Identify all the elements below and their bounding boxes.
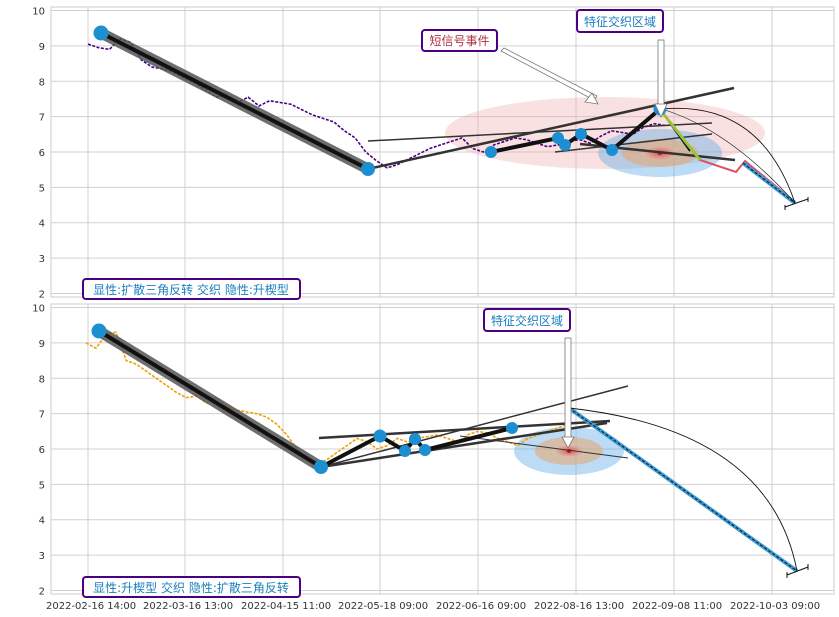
y-tick-label: 2 [39,586,45,597]
y-tick-label: 6 [39,445,45,456]
top-annotation-short-signal: 短信号事件 [421,29,599,105]
top-upper-trendline [367,86,735,171]
short-signal-arrow-head [584,92,599,105]
x-tick-label: 2022-05-18 09:00 [338,601,428,612]
y-tick-label: 2 [39,289,45,300]
bottom-keypoint [419,444,431,456]
top-keypoint [606,144,618,156]
top-end-bracket [784,198,809,208]
y-tick-label: 9 [39,42,45,53]
x-tick-label: 2022-02-16 14:00 [46,601,136,612]
bottom-keypoint [373,429,387,443]
y-tick-label: 10 [32,304,45,315]
bottom-projection-arc [568,407,798,572]
y-tick-label: 5 [39,183,45,194]
bottom-x-ticks: 2022-02-16 14:00 2022-03-16 13:00 2022-04-… [46,601,820,612]
bottom-pattern-label-box [82,576,301,598]
y-tick-label: 4 [39,516,45,527]
bottom-keypoint [314,460,328,474]
bottom-feature-zone-label: 特征交织区域 [491,313,563,328]
top-flat-trendline [367,122,713,142]
x-tick-label: 2022-04-15 11:00 [241,601,331,612]
short-signal-box [421,29,498,52]
top-grid [51,7,834,297]
bottom-end-bracket [786,566,809,576]
bottom-inner-trendline [459,435,629,459]
top-projection-arc-inner [661,108,796,204]
y-tick-label: 7 [39,113,45,124]
top-keypoint [575,128,587,140]
top-keypoint [485,146,497,158]
bottom-lower-trendline [320,421,608,469]
bottom-pattern-zigzag [320,426,513,469]
y-tick-label: 8 [39,374,45,385]
y-tick-label: 9 [39,339,45,350]
y-tick-label: 5 [39,480,45,491]
x-tick-label: 2022-06-16 09:00 [436,601,526,612]
top-projection-green [660,111,702,161]
feature-zone-box [576,9,664,33]
x-tick-label: 2022-09-08 11:00 [632,601,722,612]
y-tick-label: 3 [39,551,45,562]
x-tick-label: 2022-10-03 09:00 [730,601,820,612]
bottom-feature-zone-arrow [564,337,572,439]
x-tick-label: 2022-03-16 13:00 [143,601,233,612]
bottom-feature-zone-arrow-head [561,436,575,449]
top-main-trend-line [99,31,370,171]
y-tick-label: 3 [39,254,45,265]
top-panel: 2 3 4 5 6 7 8 9 10 [32,6,835,301]
bottom-upper-trendline [320,385,629,468]
top-projection-blue-dash [742,162,796,204]
feature-zone-label: 特征交织区域 [584,14,656,29]
y-tick-label: 4 [39,219,45,230]
bottom-y-ticks: 2 3 4 5 6 7 8 9 10 [32,304,45,598]
top-y-ticks: 2 3 4 5 6 7 8 9 10 [32,7,45,301]
top-pattern-label: 显性:扩散三角反转 交织 隐性:升楔型 [93,282,289,297]
y-tick-label: 10 [32,7,45,18]
top-keypoint [559,139,571,151]
feature-zone-arrow-head [654,103,668,118]
x-tick-label: 2022-08-16 13:00 [534,601,624,612]
short-signal-label: 短信号事件 [429,34,489,48]
feature-zone-arrow [657,39,665,106]
top-projection-arc [661,107,796,204]
bottom-feature-zone-box [483,308,571,332]
bottom-keypoint [91,323,107,339]
bottom-keypoint [399,445,411,457]
bottom-projection-blue-dash [568,407,798,572]
top-keypoint [361,162,375,176]
bottom-main-trend-line [97,329,323,469]
bottom-pattern-label: 显性:升楔型 交织 隐性:扩散三角反转 [93,580,289,595]
bottom-keypoint [409,433,421,445]
top-keypoint [93,25,109,41]
short-signal-arrow [500,47,598,101]
bottom-keypoint [506,422,518,434]
y-tick-label: 8 [39,77,45,88]
bottom-panel: 2 3 4 5 6 7 8 9 10 2022-02-16 14:00 2022-03-16 13… [32,303,835,612]
y-tick-label: 7 [39,410,45,421]
y-tick-label: 6 [39,148,45,159]
bottom-flat-trendline [318,419,611,440]
top-pattern-label-box [82,278,301,300]
top-pattern-zigzag [490,107,662,154]
top-inner-trendline [554,133,713,153]
top-annotation-feature-zone: 特征交织区域 [576,9,668,118]
bottom-annotation-feature-zone: 特征交织区域 [483,308,575,449]
